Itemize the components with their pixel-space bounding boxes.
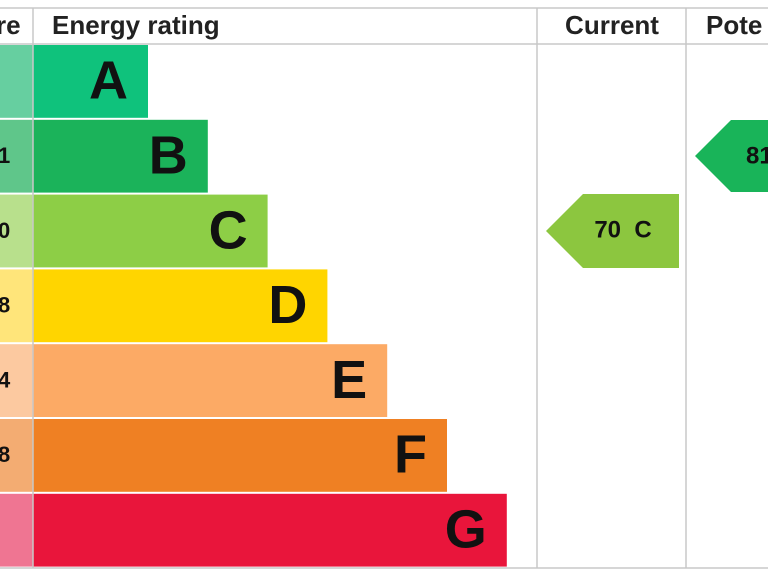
header-score: re — [0, 10, 21, 40]
potential-label: 81 — [746, 142, 768, 169]
band-score: 1 — [0, 143, 10, 168]
band-bar — [33, 45, 148, 118]
score-cell — [0, 344, 33, 417]
score-cell — [0, 194, 33, 268]
score-cell — [0, 269, 33, 343]
band-score: 0 — [0, 218, 10, 243]
band-bar — [33, 119, 208, 193]
band-letter: G — [445, 499, 487, 559]
current-label: 70 C — [594, 216, 651, 243]
band-letter: A — [89, 51, 128, 111]
score-cell — [0, 119, 33, 193]
header-potential: Pote — [706, 10, 762, 40]
potential-arrow — [695, 120, 768, 192]
score-cell — [0, 419, 33, 492]
header-rating: Energy rating — [52, 10, 220, 40]
band-score: 8 — [0, 293, 10, 318]
score-cell — [0, 493, 33, 567]
header-current: Current — [565, 10, 659, 40]
band-score: 8 — [0, 442, 10, 467]
score-cell — [0, 45, 33, 118]
band-bar — [33, 344, 388, 417]
band-letter: D — [268, 275, 307, 335]
band-bar — [33, 194, 268, 268]
band-bar — [33, 419, 447, 492]
table-grid — [0, 7, 768, 569]
band-letter: F — [394, 425, 427, 485]
band-letter: C — [209, 200, 248, 260]
current-arrow — [546, 194, 679, 268]
band-score: 4 — [0, 367, 11, 392]
band-bar — [33, 269, 328, 343]
band-bar — [33, 493, 507, 567]
band-letter: B — [149, 125, 188, 185]
band-letter: E — [331, 350, 367, 410]
